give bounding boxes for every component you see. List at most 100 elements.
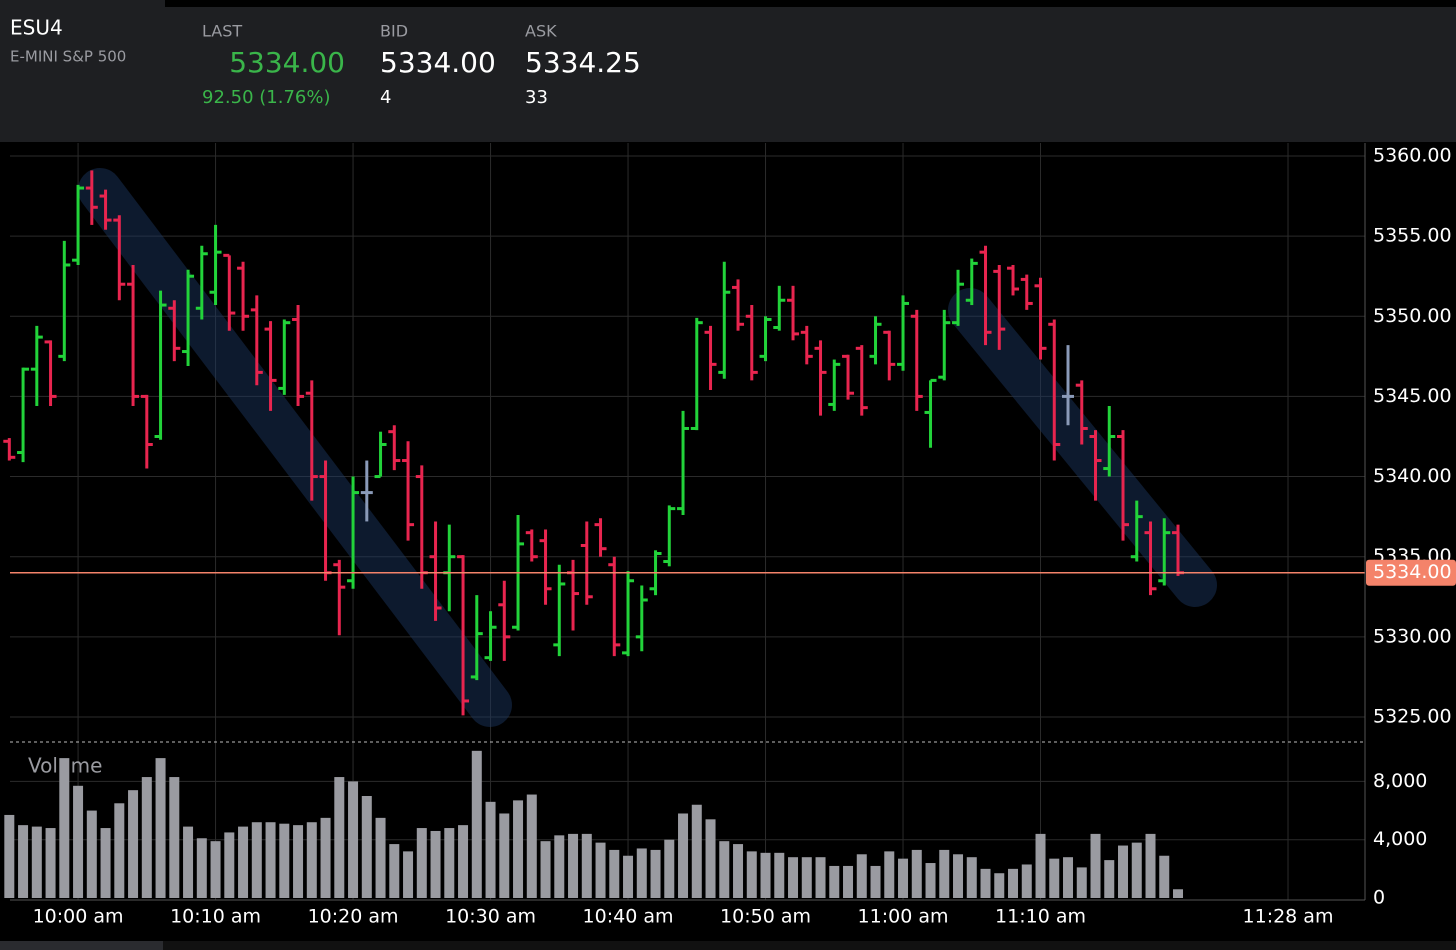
volume-bar <box>719 841 730 898</box>
ohlc-bar <box>745 305 758 381</box>
x-tick-label: 10:20 am <box>308 906 399 928</box>
ohlc-bar <box>44 340 57 407</box>
volume-bar <box>238 826 249 898</box>
ohlc-bar <box>195 245 208 320</box>
volume-bar <box>348 781 359 898</box>
ohlc-bar <box>704 325 717 391</box>
ohlc-bar <box>292 305 305 407</box>
ohlc-bar <box>883 330 896 381</box>
bottom-strip <box>0 941 1456 950</box>
volume-bar <box>898 858 909 898</box>
ohlc-bar <box>635 585 648 652</box>
volume-bar <box>471 750 482 898</box>
x-tick-label: 11:28 am <box>1243 906 1334 928</box>
volume-bar <box>829 865 840 898</box>
quote-label: ASK <box>525 22 557 41</box>
ohlc-bar <box>457 555 470 716</box>
ohlc-bar <box>140 394 153 469</box>
x-tick-label: 10:00 am <box>33 906 124 928</box>
marks <box>3 170 1365 898</box>
volume-bar <box>1076 867 1087 898</box>
volume-bar <box>444 828 455 898</box>
volume-bar <box>430 830 441 898</box>
volume-bar <box>788 857 799 898</box>
ohlc-bar <box>30 325 43 407</box>
ohlc-bar <box>1144 521 1157 596</box>
ohlc-bar <box>663 505 676 567</box>
ohlc-bar <box>374 431 387 479</box>
ohlc-bar <box>1034 277 1047 360</box>
ohlc-bar <box>127 264 140 407</box>
volume-bar <box>540 841 551 898</box>
ohlc-bar <box>85 170 98 225</box>
volume-bar <box>279 823 290 898</box>
x-tick-label: 10:50 am <box>720 906 811 928</box>
volume-bar <box>1173 889 1184 898</box>
ohlc-bar <box>594 518 607 557</box>
trend-channel <box>78 168 512 727</box>
ohlc-bar <box>897 295 910 371</box>
ohlc-bar <box>278 319 291 395</box>
volume-bar <box>59 758 70 898</box>
quote-label: LAST <box>202 22 242 41</box>
ohlc-bar <box>759 316 772 362</box>
volume-bar <box>114 803 125 898</box>
volume-bar <box>678 813 689 898</box>
ohlc-bar <box>787 285 800 341</box>
volume-bar <box>526 794 537 898</box>
ohlc-bar <box>732 279 745 331</box>
volume-bar <box>169 777 180 898</box>
ohlc-bar <box>979 245 992 346</box>
volume-bar <box>361 796 372 898</box>
volume-bar <box>513 800 524 898</box>
ohlc-bar <box>168 300 181 362</box>
ohlc-bar <box>360 460 373 522</box>
ohlc-bar <box>869 316 882 365</box>
quote-detail: 33 <box>525 87 548 108</box>
volume-bar <box>664 839 675 898</box>
volume-bar <box>815 857 826 898</box>
ohlc-bar <box>938 309 951 381</box>
ohlc-bar <box>429 521 442 621</box>
volume-bar <box>499 813 510 898</box>
volume-bar <box>581 833 592 898</box>
ohlc-bar <box>553 564 566 657</box>
panel-title: Volume <box>28 754 102 778</box>
volume-bar <box>4 814 15 898</box>
volume-bar <box>1090 833 1101 898</box>
volume-bar <box>884 851 895 898</box>
volume-bar <box>554 835 565 898</box>
trend-channel <box>948 288 1217 607</box>
volume-bar <box>141 777 152 898</box>
volume-bar <box>196 838 207 898</box>
volume-bar <box>650 849 661 898</box>
x-tick-label: 11:00 am <box>858 906 949 928</box>
y-tick-label: 5330.00 <box>1373 625 1452 647</box>
volume-bar <box>251 822 262 898</box>
volume-bar <box>155 758 166 898</box>
volume-bar <box>320 817 331 898</box>
volume-bar <box>1021 864 1032 898</box>
y-tick-label: 5340.00 <box>1373 465 1452 487</box>
ohlc-bar <box>223 253 236 331</box>
last-price-tag <box>1366 559 1456 586</box>
ohlc-bar <box>1089 430 1102 501</box>
volume-bar <box>1118 845 1129 898</box>
volume-bar <box>733 844 744 898</box>
volume-bar <box>980 868 991 898</box>
quote-value: 5334.00 <box>229 46 345 79</box>
quote-header <box>0 0 1456 142</box>
x-tick-label: 10:30 am <box>445 906 536 928</box>
volume-bar <box>774 852 785 898</box>
volume-bar <box>1104 860 1115 898</box>
ohlc-bar <box>800 325 813 365</box>
volume-bar <box>485 801 496 898</box>
volume-bar <box>128 790 139 898</box>
y-tick-label: 5350.00 <box>1373 305 1452 327</box>
ohlc-bar <box>828 359 841 411</box>
x-tick-label: 10:40 am <box>583 906 674 928</box>
y-tick-label: 5355.00 <box>1373 225 1452 247</box>
ohlc-bar <box>773 285 786 331</box>
